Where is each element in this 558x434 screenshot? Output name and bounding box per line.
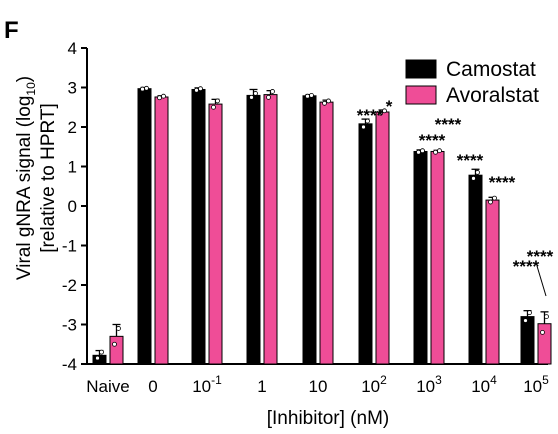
data-point [544, 314, 549, 320]
bar-camostat [413, 150, 428, 365]
x-tick-label: 0 [148, 377, 157, 396]
significance-label: **** [457, 151, 484, 170]
x-axis-title: [Inhibitor] (nM) [267, 408, 389, 429]
bar-camostat [468, 174, 483, 365]
x-tick-label: 1 [257, 377, 266, 396]
y-tick-label: 0 [68, 197, 77, 216]
data-point [378, 110, 383, 116]
y-tick-label: -1 [62, 237, 77, 256]
data-point [266, 94, 271, 100]
bar-camostat [358, 123, 373, 365]
legend-swatch [405, 85, 437, 105]
data-point [322, 100, 327, 106]
data-point [140, 86, 145, 92]
data-point [382, 108, 387, 114]
data-point [527, 310, 532, 316]
bar-camostat [92, 354, 107, 365]
significance-label: **** [527, 247, 554, 266]
data-point [157, 95, 162, 101]
bar-avoralstat [430, 150, 445, 365]
data-point [211, 104, 216, 110]
data-point [161, 93, 166, 99]
bar-avoralstat [319, 101, 334, 365]
bar-camostat [246, 94, 261, 365]
significance-label: **** [489, 173, 516, 192]
significance-label: **** [357, 106, 384, 125]
data-point [420, 148, 425, 154]
bar-avoralstat [154, 96, 169, 365]
y-axis-label-line2: [relative to HPRT] [38, 103, 59, 253]
y-axis-title: Viral gNRA signal (log10) [relative to H… [14, 76, 59, 280]
x-tick-label: 102 [361, 373, 387, 396]
y-tick-label: -3 [62, 316, 77, 335]
data-point [95, 355, 100, 361]
x-tick-label: 104 [471, 373, 497, 396]
y-tick-label: -4 [62, 355, 77, 374]
significance-label: **** [513, 257, 540, 276]
data-point [116, 326, 121, 331]
data-point [471, 175, 476, 181]
data-point [437, 148, 442, 154]
x-tick-label: 10-1 [192, 373, 222, 396]
x-tick-label: 105 [523, 373, 549, 396]
y-tick-label: -2 [62, 276, 77, 295]
bar-avoralstat [109, 335, 124, 365]
legend-swatch [405, 59, 437, 79]
x-tick-label: 10 [309, 377, 328, 396]
bar-camostat [137, 88, 152, 365]
legend-label: Avoralstat [446, 84, 539, 107]
bar-avoralstat [263, 94, 278, 365]
y-axis-label-subscript: 10 [24, 82, 38, 96]
data-point [198, 86, 203, 92]
significance-label: **** [419, 131, 446, 150]
data-point [365, 118, 370, 124]
y-tick-label: 3 [68, 79, 77, 98]
panel-label: F [4, 17, 19, 44]
significance-label: **** [435, 115, 462, 134]
data-point [540, 329, 545, 335]
annotation-connector [536, 265, 547, 297]
bar-avoralstat [208, 103, 223, 365]
svg-text:Viral gNRA signal (log10): Viral gNRA signal (log10) [14, 76, 38, 280]
significance-label: * [386, 97, 393, 116]
bar-avoralstat [537, 323, 552, 365]
data-point [270, 89, 275, 94]
bar-camostat [302, 95, 317, 365]
data-point [492, 195, 497, 201]
data-point [416, 149, 421, 155]
data-point [215, 98, 220, 104]
data-point [194, 87, 199, 93]
y-tick-label: 4 [68, 39, 77, 58]
x-tick-label: 103 [416, 373, 442, 396]
data-point [249, 94, 254, 100]
bar-camostat [520, 316, 535, 365]
x-tick-label: Naive [86, 377, 129, 396]
data-point [144, 85, 149, 91]
data-point [99, 349, 104, 355]
plot-area: -4-3-2-101234***************************… [62, 39, 554, 396]
y-axis-label-close: ) [14, 76, 35, 82]
data-point [253, 91, 258, 96]
data-point [523, 318, 528, 323]
data-point [326, 98, 331, 104]
data-point [305, 93, 310, 99]
data-point [475, 170, 480, 175]
y-tick-label: 1 [68, 158, 77, 177]
data-point [309, 93, 314, 98]
legend-label: Camostat [446, 58, 536, 81]
data-point [488, 199, 493, 205]
y-tick-label: 2 [68, 118, 77, 137]
data-point [433, 149, 438, 155]
bar-avoralstat [375, 111, 390, 365]
data-point [112, 341, 117, 347]
bar-camostat [191, 88, 206, 365]
bar-avoralstat [485, 199, 500, 365]
y-axis-label-text: Viral gNRA signal (log [14, 96, 35, 280]
data-point [361, 124, 366, 130]
